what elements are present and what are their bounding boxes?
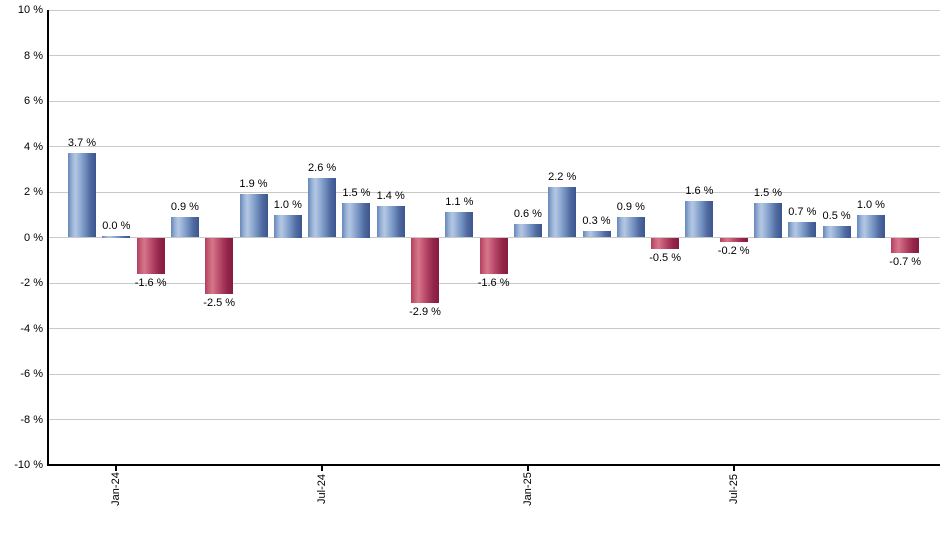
bar-value-label: 1.5 % <box>753 187 783 200</box>
x-axis-tick-label: Jan-24 <box>110 472 123 506</box>
bar-value-label: 0.5 % <box>822 210 851 223</box>
x-axis-line <box>47 464 940 466</box>
y-axis-tick-label: -6 % <box>20 368 43 380</box>
bar-value-label: 1.0 % <box>856 198 885 211</box>
bar-value-label: 0.3 % <box>582 214 611 227</box>
y-axis-tick-label: -4 % <box>20 322 43 335</box>
y-axis-tick-label: 10 % <box>17 4 43 16</box>
bar-value-label: 0.0 % <box>102 220 131 232</box>
bar-value-label: -0.2 % <box>717 245 750 258</box>
bar <box>582 230 611 238</box>
gridline-6 <box>49 100 940 102</box>
bar <box>102 236 131 238</box>
y-axis-tick-label: 0 % <box>24 231 43 244</box>
bar <box>239 194 268 238</box>
bar <box>788 221 817 238</box>
bar <box>479 237 508 274</box>
bar <box>856 214 885 238</box>
bar <box>342 203 371 238</box>
x-axis-tick-mark <box>526 466 529 471</box>
gridline--8 <box>49 419 940 420</box>
bar-value-label: 0.7 % <box>788 205 817 218</box>
bar-value-label: 1.6 % <box>685 185 714 198</box>
gridline-8 <box>49 55 940 56</box>
bar-value-label: 2.2 % <box>548 171 577 184</box>
bar <box>205 237 234 295</box>
bar <box>411 237 439 304</box>
y-axis-line <box>47 10 49 466</box>
gridline-10 <box>49 9 940 11</box>
bar <box>308 178 337 238</box>
y-axis-tick-label: 8 % <box>24 49 43 62</box>
bar <box>754 203 782 238</box>
y-axis-tick-label: -2 % <box>20 277 43 289</box>
bar-value-label: 2.6 % <box>308 162 337 175</box>
bar <box>891 237 920 254</box>
y-axis-tick-label: -8 % <box>20 413 43 426</box>
bar-value-label: 3.7 % <box>67 137 97 150</box>
x-axis-tick-label: Jul-25 <box>727 474 740 504</box>
bar <box>616 217 645 238</box>
y-axis-tick-label: 2 % <box>24 186 43 198</box>
bar <box>719 237 748 243</box>
bar <box>822 226 851 238</box>
bar <box>68 153 96 238</box>
bar-value-label: 1.1 % <box>445 196 474 209</box>
bar-value-label: 0.9 % <box>616 201 645 214</box>
bar-value-label: 1.4 % <box>376 189 405 202</box>
bar <box>376 205 405 238</box>
bar <box>685 201 714 238</box>
bar-value-label: -2.5 % <box>203 297 236 310</box>
gridline--6 <box>49 373 940 375</box>
x-axis-tick-label: Jan-25 <box>521 472 534 506</box>
bar-value-label: 0.9 % <box>170 201 199 214</box>
bar-value-label: -0.5 % <box>649 251 681 264</box>
gridline-2 <box>49 191 940 193</box>
bar-value-label: -2.9 % <box>409 306 441 319</box>
bar <box>651 237 680 249</box>
bar <box>548 187 577 238</box>
gridline--4 <box>49 328 940 329</box>
bar <box>445 212 474 238</box>
bar-value-label: 1.9 % <box>239 178 268 191</box>
y-axis-tick-label: -10 % <box>14 459 43 471</box>
y-axis-tick-label: 6 % <box>24 95 43 107</box>
x-axis-tick-mark <box>732 466 735 471</box>
bar-value-label: -1.6 % <box>134 276 167 289</box>
bar <box>513 223 542 238</box>
x-axis-tick-label: Jul-24 <box>316 474 329 504</box>
y-axis-tick-label: 4 % <box>24 140 43 153</box>
bar <box>136 237 165 274</box>
x-axis-tick-mark <box>321 466 324 471</box>
bar-value-label: -0.7 % <box>889 256 922 269</box>
bar-value-label: 0.6 % <box>513 207 542 220</box>
gridline-4 <box>49 146 940 147</box>
gridline--2 <box>49 282 940 284</box>
bar <box>273 214 302 238</box>
bar-value-label: 1.5 % <box>342 187 371 200</box>
bar <box>170 217 199 238</box>
x-axis-tick-mark <box>115 466 118 471</box>
bar-value-label: 1.0 % <box>273 198 302 211</box>
bar-value-label: -1.6 % <box>477 276 510 289</box>
